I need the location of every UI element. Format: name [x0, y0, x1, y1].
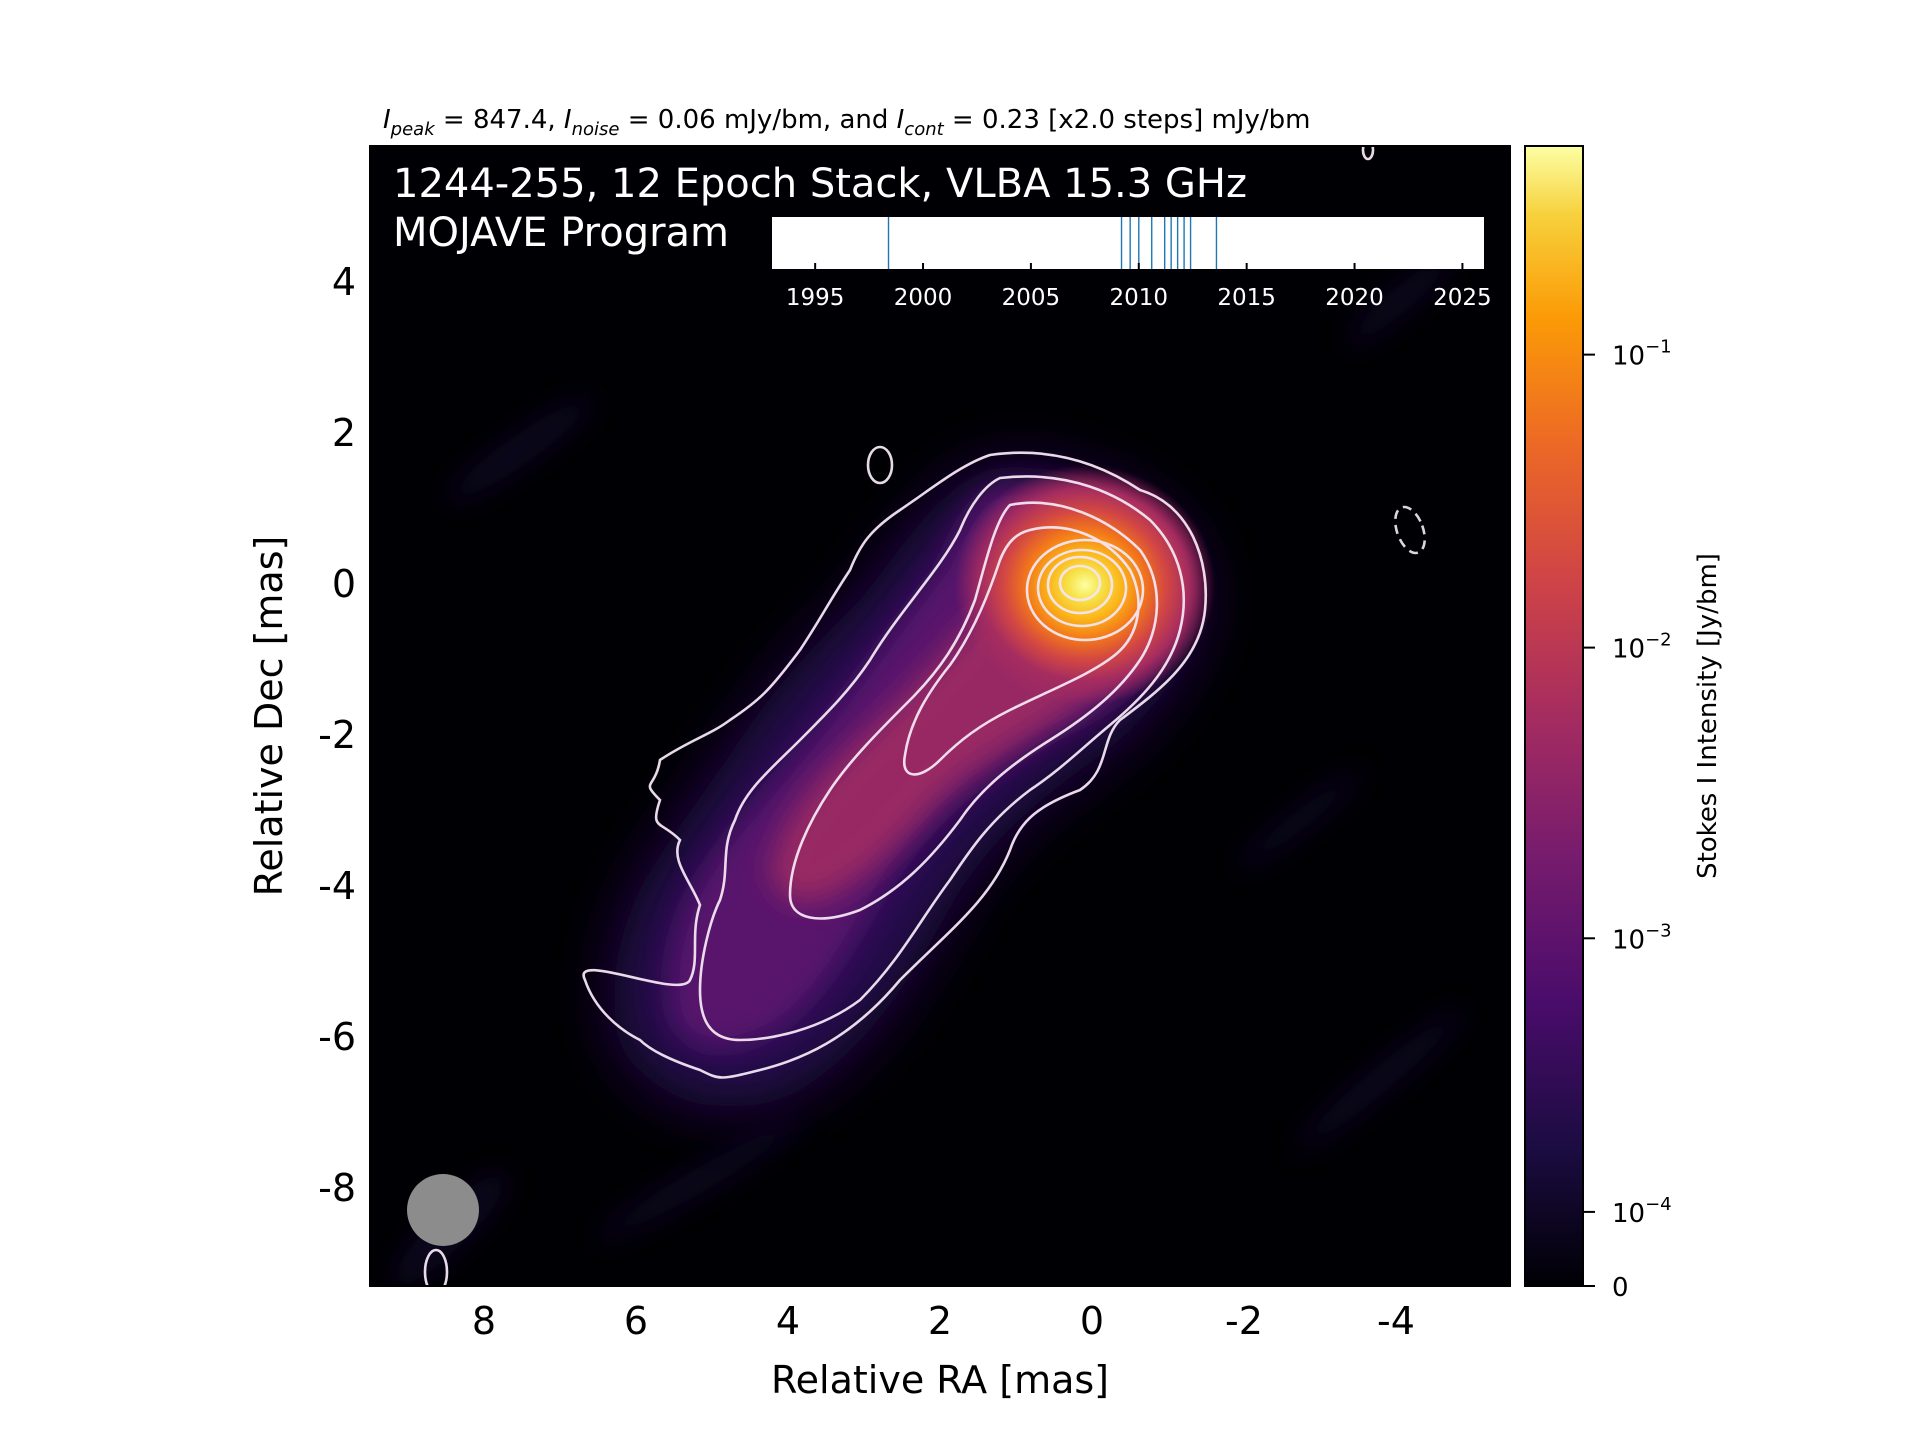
- y-axis-ticks: 4 2 0 -2 -4 -6 -8: [318, 260, 382, 1210]
- x-tick-label: -2: [1225, 1299, 1263, 1343]
- y-tick-label: 4: [332, 260, 356, 304]
- y-axis-label: Relative Dec [mas]: [247, 536, 291, 897]
- colorbar-tick-label: 10−3: [1612, 920, 1672, 955]
- timeline-tick-label: 2020: [1325, 285, 1384, 311]
- x-tick-label: 0: [1080, 1299, 1104, 1343]
- image-stats-header: Ipeak = 847.4, Inoise = 0.06 mJy/bm, and…: [383, 105, 1310, 140]
- timeline-tick-label: 2005: [1002, 285, 1061, 311]
- colorbar: 10−1 10−2 10−3 10−4 0 Stokes I Intensity [Jy…: [1524, 145, 1723, 1303]
- timeline-box: [772, 217, 1484, 269]
- y-tick-label: -6: [318, 1015, 356, 1059]
- jet-emission: [613, 465, 1215, 1108]
- y-tick-label: -4: [318, 864, 356, 908]
- y-tick-label: -2: [318, 713, 356, 757]
- y-tick-label: 2: [332, 411, 356, 455]
- x-tick-label: 4: [776, 1299, 800, 1343]
- x-tick-label: 6: [624, 1299, 648, 1343]
- background-noise: [392, 254, 1465, 1286]
- timeline-markers: [887, 217, 1218, 269]
- colorbar-tick-label: 0: [1612, 1273, 1629, 1303]
- colorbar-tick-label: 10−2: [1612, 630, 1672, 665]
- x-axis-label: Relative RA [mas]: [771, 1358, 1109, 1402]
- timeline-ticks: 1995 2000 2005 2010 2015 2020 2025: [786, 263, 1492, 311]
- negative-contour: [1393, 505, 1427, 555]
- timeline-tick-label: 2010: [1110, 285, 1169, 311]
- colorbar-gradient: [1524, 145, 1584, 1287]
- colorbar-tick-label: 10−4: [1612, 1194, 1672, 1229]
- timeline-tick-label: 2025: [1433, 285, 1492, 311]
- timeline-tick-label: 2015: [1217, 285, 1276, 311]
- intensity-map: [370, 146, 1510, 1286]
- x-tick-label: -4: [1377, 1299, 1415, 1343]
- x-tick-label: 8: [472, 1299, 496, 1343]
- timeline-tick-label: 1995: [786, 285, 845, 311]
- x-axis-ticks: 8 6 4 2 0 -2 -4: [472, 1274, 1415, 1343]
- colorbar-ticks: 10−1 10−2 10−3 10−4 0: [1583, 337, 1672, 1303]
- colorbar-label: Stokes I Intensity [Jy/bm]: [1693, 553, 1723, 879]
- colorbar-tick-label: 10−1: [1612, 337, 1672, 372]
- timeline-tick-label: 2000: [894, 285, 953, 311]
- beam-ellipse: [407, 1174, 479, 1246]
- y-tick-label: 0: [332, 562, 356, 606]
- plot-title-line1: 1244-255, 12 Epoch Stack, VLBA 15.3 GHz: [393, 161, 1247, 207]
- epoch-timeline: 1995 2000 2005 2010 2015 2020 2025: [772, 217, 1492, 311]
- plot-title-line2: MOJAVE Program: [393, 210, 729, 256]
- x-tick-label: 2: [928, 1299, 952, 1343]
- y-tick-label: -8: [318, 1166, 356, 1210]
- contours: [423, 146, 1375, 1286]
